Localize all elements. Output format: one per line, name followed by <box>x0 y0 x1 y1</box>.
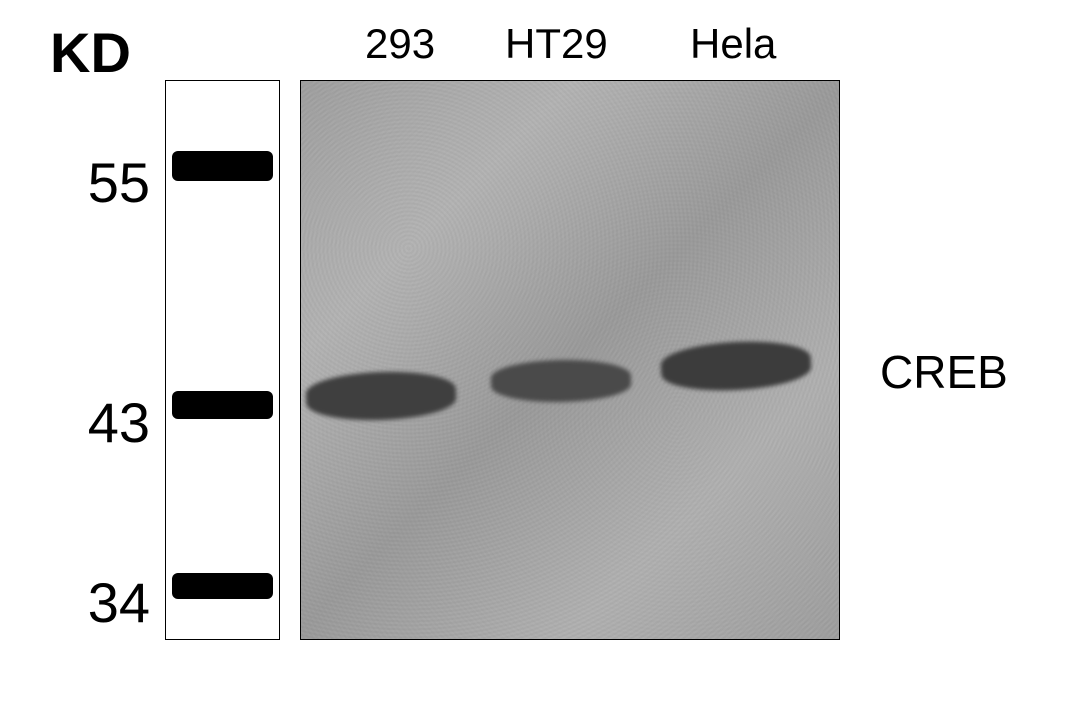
mw-label-43: 43 <box>30 390 150 455</box>
mw-label-34: 34 <box>30 570 150 635</box>
band-hela <box>660 338 812 394</box>
ladder-band-55 <box>172 151 273 181</box>
lane-label-ht29: HT29 <box>505 20 608 68</box>
ladder-band-34 <box>172 573 273 599</box>
mw-label-55: 55 <box>30 150 150 215</box>
ladder-column <box>165 80 280 640</box>
band-ht29 <box>491 359 632 403</box>
band-293 <box>305 369 457 422</box>
protein-label-creb: CREB <box>880 345 1008 399</box>
lane-label-293: 293 <box>365 20 435 68</box>
kd-header: KD <box>50 20 131 85</box>
lane-label-hela: Hela <box>690 20 776 68</box>
ladder-band-43 <box>172 391 273 419</box>
figure-canvas: KD 55 43 34 293 HT29 Hela CREB <box>0 0 1080 712</box>
blot-membrane <box>300 80 840 640</box>
